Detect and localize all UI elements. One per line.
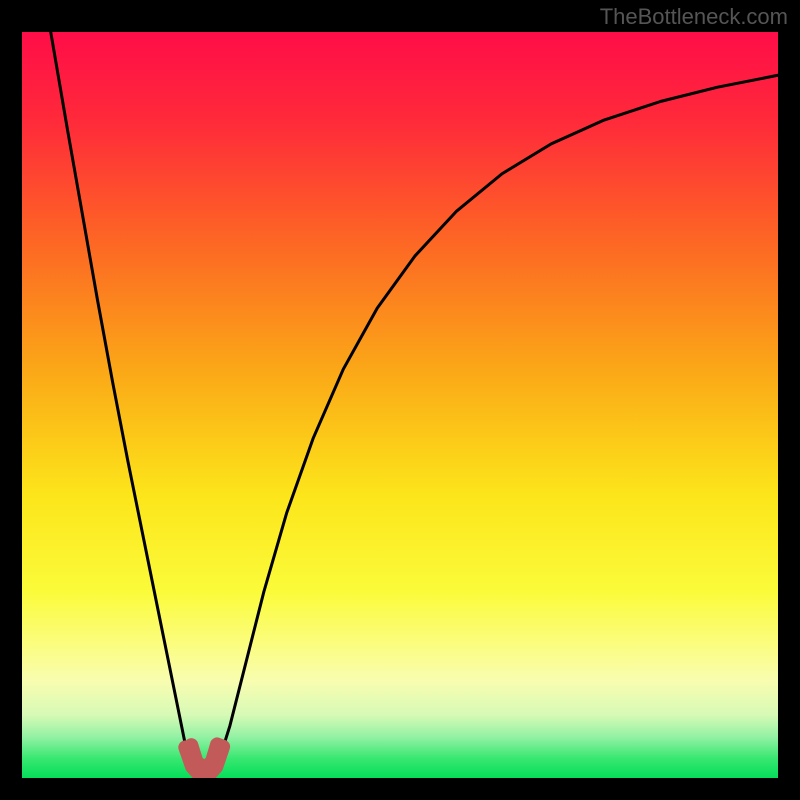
chart-frame: TheBottleneck.com	[0, 0, 800, 800]
chart-background	[22, 32, 778, 778]
watermark-text: TheBottleneck.com	[600, 4, 788, 30]
chart-svg	[0, 0, 800, 800]
